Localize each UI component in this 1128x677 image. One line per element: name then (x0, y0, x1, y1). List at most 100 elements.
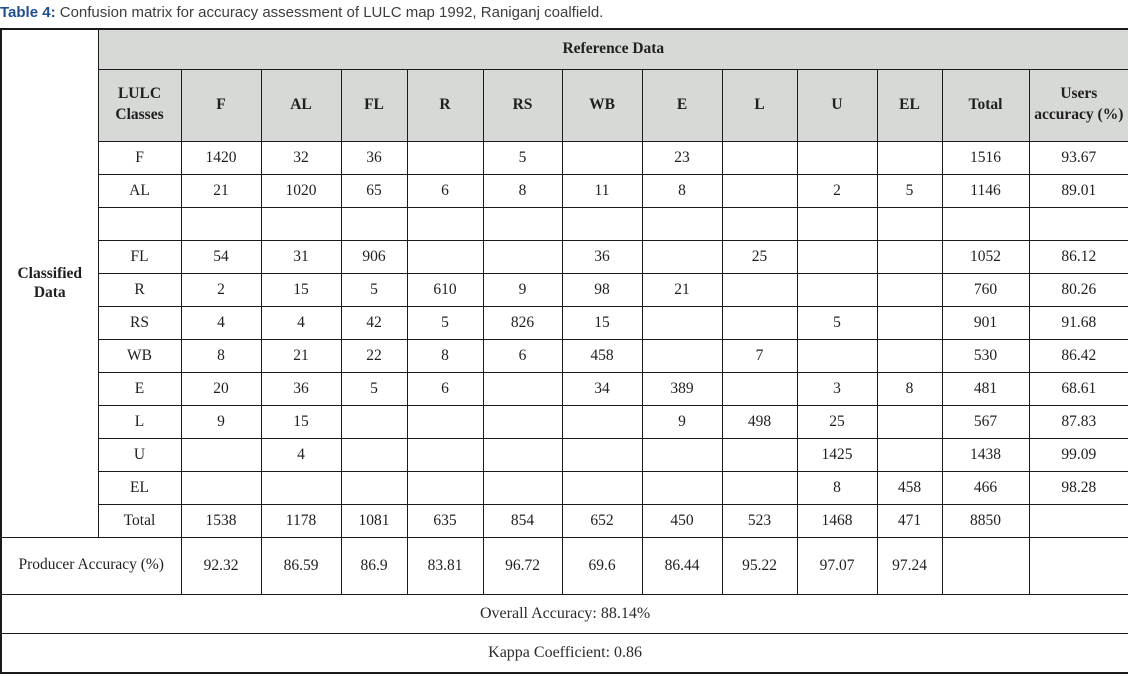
classified-data-header: Classified Data (0, 28, 99, 538)
table-cell (796, 338, 878, 373)
table-cell: 523 (721, 503, 798, 538)
column-header: R (406, 68, 484, 142)
table-cell (721, 305, 798, 340)
table-cell (180, 206, 262, 241)
table-row: AL 21 1020 65 6 8 11 8 2 5 1146 89.01 (1, 173, 1128, 208)
table-cell (340, 470, 408, 505)
column-header: FL (340, 68, 408, 142)
table-cell: 450 (641, 503, 723, 538)
table-cell (340, 404, 408, 439)
table-cell: 68.61 (1028, 371, 1128, 406)
table-row: L 9 15 9 498 25 567 87.83 (1, 404, 1128, 439)
table-cell: 1468 (796, 503, 878, 538)
table-cell: 36 (260, 371, 342, 406)
table-cell: 1146 (941, 173, 1030, 208)
table-cell (941, 206, 1030, 241)
table-cell: 86.9 (340, 536, 408, 595)
table-cell: 96.72 (482, 536, 563, 595)
table-cell: 23 (641, 140, 723, 175)
table-cell (1028, 206, 1128, 241)
overall-accuracy-cell: Overall Accuracy: 88.14% (0, 593, 1128, 634)
table-cell: 466 (941, 470, 1030, 505)
table-cell: 481 (941, 371, 1030, 406)
table-cell: 567 (941, 404, 1030, 439)
table-cell (561, 437, 643, 472)
table-cell (876, 206, 943, 241)
column-header: F (180, 68, 262, 142)
table-cell: 86.42 (1028, 338, 1128, 373)
table-cell (482, 206, 563, 241)
table-row (1, 206, 1128, 241)
table-cell: 2 (180, 272, 262, 307)
table-caption: Table 4: Confusion matrix for accuracy a… (0, 0, 1128, 28)
table-cell: 42 (340, 305, 408, 340)
column-header-row: LULC Classes F AL FL R RS WB E L U EL Total Users ac… (1, 68, 1128, 142)
table-cell (561, 470, 643, 505)
table-cell (340, 206, 408, 241)
table-cell (721, 470, 798, 505)
confusion-matrix-body: Classified Data Reference Data LULC Classe… (0, 28, 1128, 674)
table-cell (796, 140, 878, 175)
table-cell: 8 (796, 470, 878, 505)
table-cell (796, 239, 878, 274)
table-cell: 4 (260, 437, 342, 472)
table-cell: 95.22 (721, 536, 798, 595)
table-cell: 91.68 (1028, 305, 1128, 340)
table-row: EL 8 458 466 98.28 (1, 470, 1128, 505)
table-cell: 1020 (260, 173, 342, 208)
row-label: L (97, 404, 182, 439)
table-cell (876, 239, 943, 274)
table-cell: 5 (876, 173, 943, 208)
table-cell: 826 (482, 305, 563, 340)
table-cell: 22 (340, 338, 408, 373)
table-cell (641, 206, 723, 241)
table-cell: 8850 (941, 503, 1030, 538)
row-label: Total (97, 503, 182, 538)
column-header: RS (482, 68, 563, 142)
table-row: Total 1538 1178 1081 635 854 652 450 523 1468 471 8… (1, 503, 1128, 538)
table-caption-text: Confusion matrix for accuracy assessment… (55, 4, 604, 21)
table-cell: 36 (561, 239, 643, 274)
table-cell: 97.24 (876, 536, 943, 595)
table-cell: 760 (941, 272, 1030, 307)
table-cell: 5 (482, 140, 563, 175)
table-cell: 98.28 (1028, 470, 1128, 505)
table-cell: 86.44 (641, 536, 723, 595)
table-cell: 458 (876, 470, 943, 505)
table-cell: 25 (796, 404, 878, 439)
table-cell: 1178 (260, 503, 342, 538)
row-label: RS (97, 305, 182, 340)
column-header: U (796, 68, 878, 142)
table-cell: 89.01 (1028, 173, 1128, 208)
table-cell (1028, 503, 1128, 538)
table-cell (406, 239, 484, 274)
table-cell (641, 338, 723, 373)
table-cell: 854 (482, 503, 563, 538)
table-cell (796, 206, 878, 241)
table-cell (721, 173, 798, 208)
table-cell: 635 (406, 503, 484, 538)
table-row: R 2 15 5 610 9 98 21 760 80.26 (1, 272, 1128, 307)
table-cell: 25 (721, 239, 798, 274)
table-cell (406, 437, 484, 472)
table-cell: 389 (641, 371, 723, 406)
table-cell: 69.6 (561, 536, 643, 595)
table-cell: 1420 (180, 140, 262, 175)
table-cell: 5 (796, 305, 878, 340)
table-cell: 36 (340, 140, 408, 175)
table-cell: 1516 (941, 140, 1030, 175)
table-cell: 8 (482, 173, 563, 208)
column-header: E (641, 68, 723, 142)
table-cell: 4 (260, 305, 342, 340)
table-cell: 15 (260, 272, 342, 307)
table-cell (876, 305, 943, 340)
table-cell: 6 (406, 371, 484, 406)
table-cell (721, 272, 798, 307)
table-cell: 97.07 (796, 536, 878, 595)
table-cell: 8 (180, 338, 262, 373)
table-cell: 7 (721, 338, 798, 373)
table-cell: 1052 (941, 239, 1030, 274)
table-cell (482, 404, 563, 439)
column-header: L (721, 68, 798, 142)
row-label: WB (97, 338, 182, 373)
